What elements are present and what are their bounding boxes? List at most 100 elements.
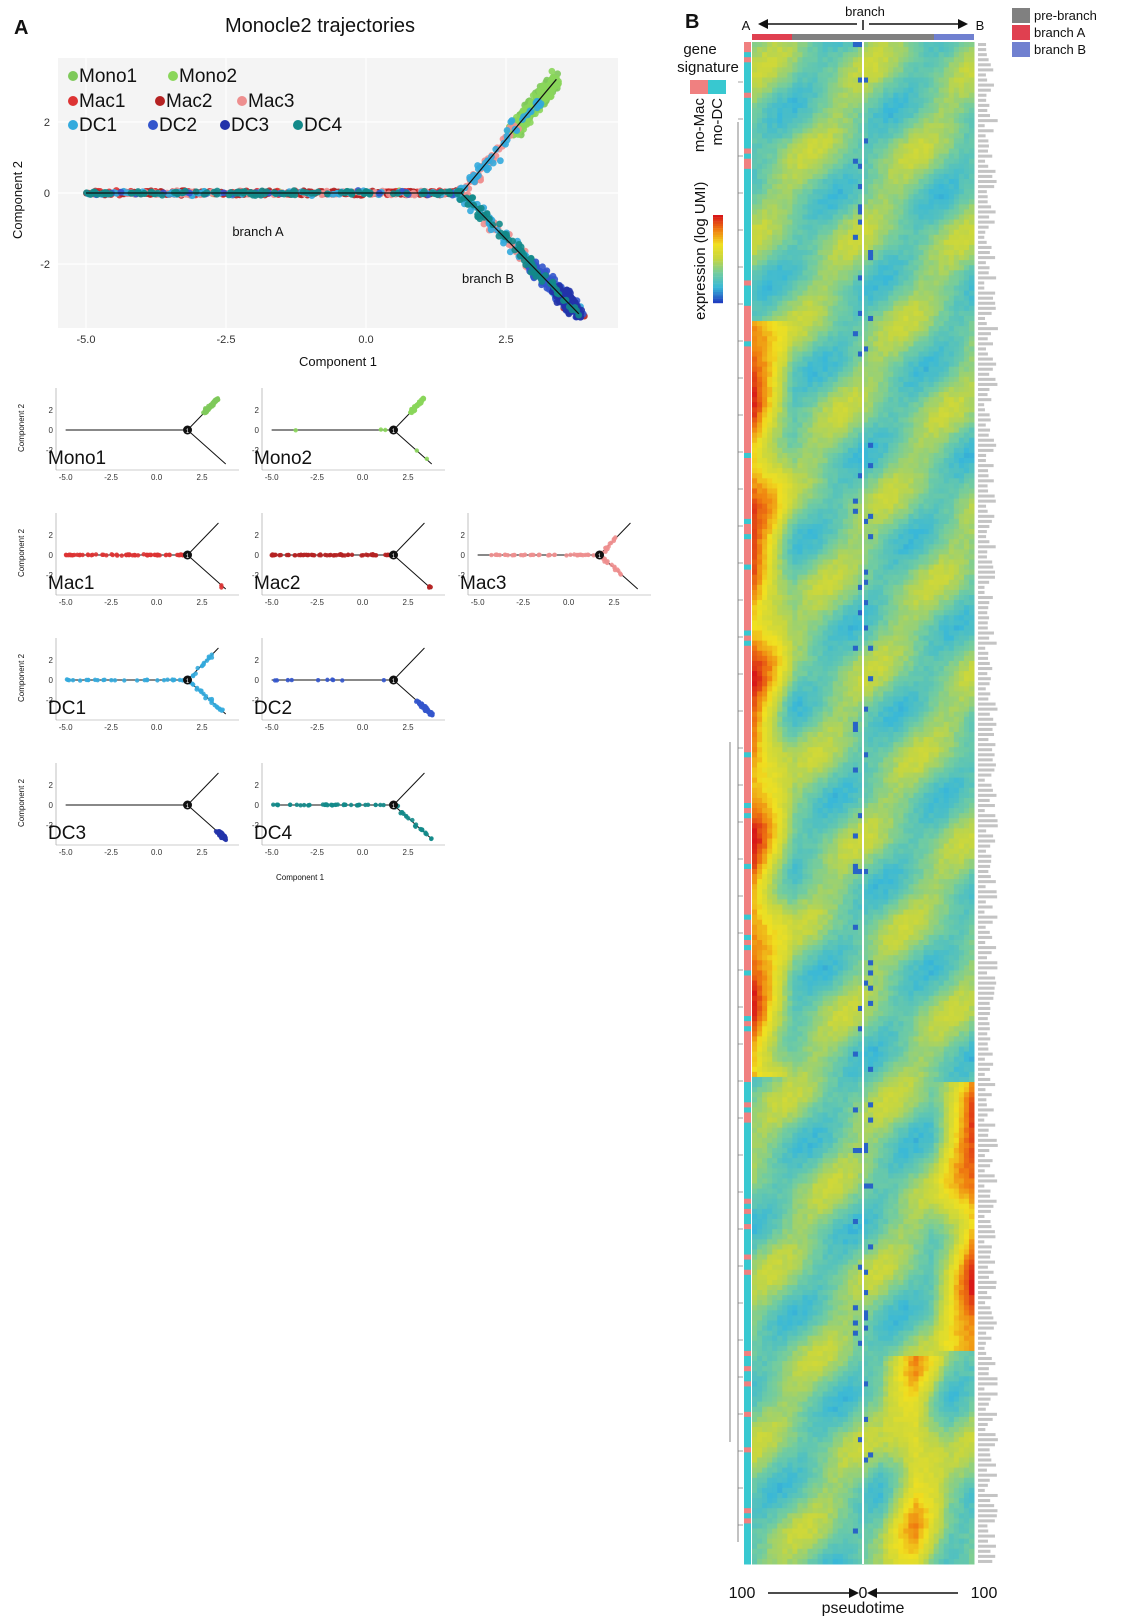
- heatmap-cell: [837, 214, 844, 221]
- heatmap-cell: [797, 224, 803, 231]
- heatmap-cell: [807, 321, 814, 327]
- heatmap-cell: [757, 315, 763, 322]
- heatmap-cell: [797, 113, 803, 119]
- heatmap-cell: [878, 219, 884, 226]
- heatmap-cell: [948, 62, 955, 68]
- heatmap-cell: [852, 214, 859, 221]
- heatmap-cell: [757, 62, 763, 68]
- heatmap-cell: [868, 326, 874, 332]
- heatmap-cell: [933, 118, 940, 124]
- heatmap-cell: [963, 178, 970, 185]
- heatmap-cell: [782, 102, 788, 109]
- heatmap-cell: [948, 123, 955, 129]
- data-point-mono2: [383, 427, 388, 433]
- heatmap-cell: [792, 148, 798, 155]
- heatmap-cell: [903, 87, 909, 94]
- heatmap-cell: [842, 280, 849, 287]
- heatmap-cell: [837, 82, 844, 89]
- heatmap-cell: [953, 118, 960, 124]
- small-trajectory-up: [393, 522, 425, 556]
- heatmap-cell: [908, 178, 914, 185]
- data-point-mac3: [505, 553, 510, 558]
- heatmap-cell: [933, 158, 940, 165]
- heatmap-cell: [817, 133, 824, 139]
- heatmap-cell: [923, 194, 930, 200]
- heatmap-cell: [842, 168, 849, 175]
- heatmap-cell: [883, 275, 889, 281]
- heatmap-cell: [807, 194, 814, 200]
- heatmap-cell: [948, 305, 955, 312]
- heatmap-cell: [883, 250, 889, 256]
- heatmap-cell: [888, 62, 894, 68]
- heatmap-cell: [963, 214, 970, 221]
- data-point-mac1: [101, 552, 106, 558]
- heatmap-cell: [782, 47, 788, 53]
- heatmap-cell: [847, 178, 854, 185]
- heatmap-cell: [807, 219, 814, 226]
- heatmap-cell: [873, 184, 879, 190]
- heatmap-cell: [847, 255, 854, 261]
- heatmap-cell: [958, 255, 965, 261]
- heatmap-cell: [757, 300, 763, 307]
- heatmap-cell: [898, 97, 904, 104]
- data-point-dc1: [161, 677, 167, 683]
- heatmap-cell: [837, 123, 844, 129]
- heatmap-cell: [908, 199, 914, 205]
- heatmap-cell: [777, 326, 783, 332]
- heatmap-cell: [832, 102, 839, 109]
- heatmap-cell: [757, 239, 763, 246]
- heatmap-cell: [832, 178, 839, 185]
- heatmap-cell: [782, 92, 788, 99]
- heatmap-cell: [918, 310, 925, 317]
- heatmap-cell: [812, 280, 819, 287]
- heatmap-cell: [943, 153, 950, 160]
- heatmap-cell: [958, 204, 965, 210]
- heatmap-cell: [958, 310, 965, 317]
- heatmap-cell: [948, 209, 955, 215]
- heatmap-cell: [762, 163, 768, 170]
- heatmap-cell: [908, 87, 914, 94]
- small-y-tick: 2: [255, 406, 260, 415]
- heatmap-cell: [908, 194, 914, 200]
- heatmap-cell: [792, 107, 798, 114]
- heatmap-cell: [923, 153, 930, 160]
- heatmap-cell: [802, 163, 808, 170]
- heatmap-cell: [883, 77, 889, 84]
- heatmap-cell: [787, 138, 793, 144]
- heatmap-cell: [792, 163, 798, 170]
- heatmap-cell: [908, 239, 914, 246]
- heatmap-cell: [762, 173, 768, 180]
- heatmap-cell: [968, 52, 975, 58]
- heatmap-cell: [837, 113, 844, 119]
- heatmap-cell: [807, 189, 814, 195]
- heatmap-cell: [873, 168, 879, 175]
- heatmap-cell: [948, 224, 955, 231]
- heatmap-cell: [777, 102, 783, 109]
- heatmap-cell: [767, 153, 773, 160]
- heatmap-cell: [928, 158, 935, 165]
- heatmap-cell: [963, 280, 970, 287]
- heatmap-cell: [802, 275, 808, 281]
- data-point-dc1: [142, 678, 147, 683]
- heatmap-cell: [968, 178, 975, 185]
- heatmap-cell: [918, 143, 925, 150]
- heatmap-cell: [842, 143, 849, 150]
- heatmap-cell: [797, 107, 803, 114]
- heatmap-cell: [752, 315, 758, 322]
- heatmap-cell: [908, 229, 914, 236]
- heatmap-cell: [757, 229, 763, 236]
- heatmap-cell: [943, 244, 950, 251]
- heatmap-cell: [822, 321, 829, 327]
- heatmap-cell: [918, 194, 925, 200]
- heatmap-cell: [762, 52, 768, 58]
- heatmap-cell: [792, 153, 798, 160]
- heatmap-cell: [797, 57, 803, 63]
- heatmap-cell: [868, 331, 874, 337]
- heatmap-cell: [878, 143, 884, 150]
- heatmap-cell: [878, 214, 884, 221]
- data-point-dc1: [112, 678, 118, 683]
- heatmap-cell: [883, 295, 889, 302]
- heatmap-cell: [817, 178, 824, 185]
- heatmap-cell: [777, 300, 783, 307]
- heatmap-cell: [787, 158, 793, 165]
